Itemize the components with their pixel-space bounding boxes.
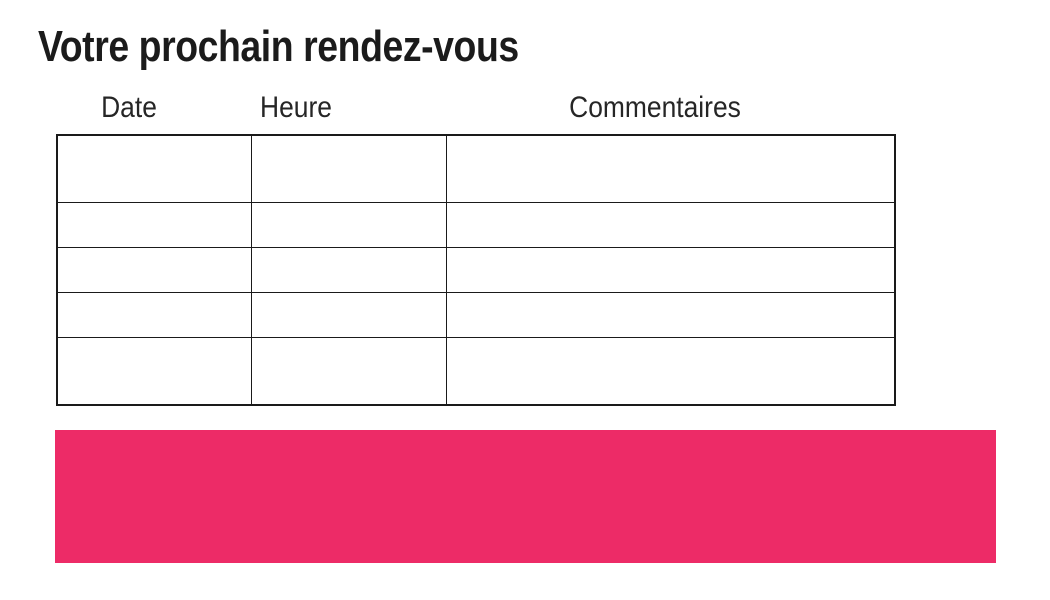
table-cell xyxy=(250,292,447,338)
table-cell xyxy=(445,337,896,406)
table-row xyxy=(56,247,896,293)
column-header-heure: Heure xyxy=(260,91,332,124)
column-header-commentaires: Commentaires xyxy=(569,91,741,124)
appointments-table xyxy=(56,134,896,406)
table-cell xyxy=(250,202,447,248)
table-cell xyxy=(445,247,896,293)
table-row xyxy=(56,202,896,248)
table-row xyxy=(56,337,896,406)
appointments-table-body xyxy=(56,134,896,406)
table-cell xyxy=(250,337,447,406)
table-cell xyxy=(56,292,252,338)
table-row xyxy=(56,292,896,338)
table-cell xyxy=(56,247,252,293)
table-cell xyxy=(445,202,896,248)
table-row xyxy=(56,134,896,203)
table-cell xyxy=(56,202,252,248)
table-cell xyxy=(56,134,252,203)
column-header-date: Date xyxy=(101,91,157,124)
table-cell xyxy=(445,292,896,338)
highlight-bar xyxy=(55,430,996,563)
page-title: Votre prochain rendez-vous xyxy=(38,22,519,71)
table-cell xyxy=(250,134,447,203)
table-cell xyxy=(445,134,896,203)
table-cell xyxy=(250,247,447,293)
table-cell xyxy=(56,337,252,406)
